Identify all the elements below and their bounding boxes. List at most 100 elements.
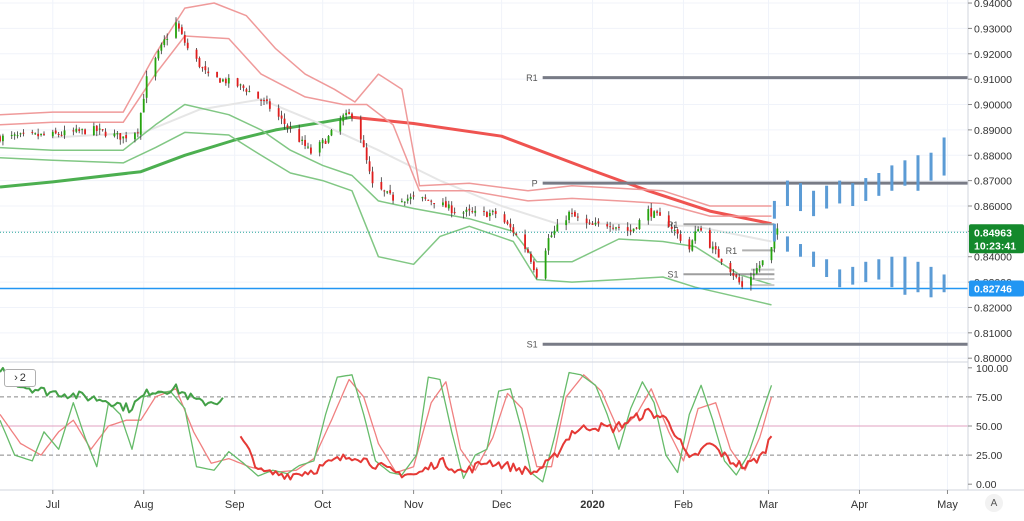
- candle: [43, 131, 45, 136]
- forecast-bar: [772, 200, 776, 219]
- candle-body: [486, 212, 488, 218]
- candle: [659, 207, 661, 216]
- candle: [574, 210, 576, 217]
- candle-body: [691, 240, 694, 251]
- forecast-bar: [772, 223, 776, 242]
- candle: [442, 198, 444, 207]
- price-tick-label: 0.81000: [974, 328, 1012, 340]
- series-upper-band-2: [0, 2, 772, 207]
- candle-body: [307, 146, 309, 148]
- candle-body: [92, 126, 95, 136]
- candle: [139, 112, 142, 140]
- candle: [591, 220, 594, 226]
- candle-body: [444, 201, 447, 208]
- candle-body: [257, 91, 260, 99]
- forecast-bars: [772, 137, 946, 298]
- candle-body: [483, 210, 485, 212]
- candle-body: [368, 161, 371, 172]
- candle-body: [403, 201, 406, 203]
- candle-body: [242, 85, 245, 88]
- candle-body: [400, 201, 403, 203]
- candle-body: [60, 134, 63, 136]
- candle-body: [447, 204, 450, 209]
- candle: [16, 131, 19, 139]
- candle-body: [424, 197, 427, 199]
- candle: [175, 17, 177, 39]
- forecast-bar: [799, 244, 803, 257]
- candle: [92, 122, 95, 136]
- indicator-toggle-button[interactable]: › 2: [4, 369, 36, 387]
- candle: [31, 129, 34, 135]
- forecast-bar: [903, 160, 907, 186]
- auto-scale-button[interactable]: A: [985, 494, 1003, 512]
- candle-body: [301, 139, 304, 141]
- candle: [142, 93, 145, 113]
- series-ma-200: [0, 115, 353, 189]
- candle-body: [283, 118, 286, 125]
- candle: [629, 224, 632, 236]
- candle-body: [708, 230, 711, 248]
- candle: [365, 143, 368, 164]
- candle: [524, 229, 526, 253]
- candle: [304, 135, 306, 150]
- candle-body: [468, 208, 471, 211]
- candle: [122, 136, 125, 144]
- candle-body: [145, 76, 148, 98]
- candle-body: [339, 120, 342, 132]
- candle: [260, 98, 262, 106]
- candle-body: [427, 199, 430, 201]
- price-badge-label: 0.84963: [974, 227, 1012, 239]
- candle-body: [280, 115, 283, 119]
- candle: [615, 226, 617, 231]
- candle-body: [670, 226, 673, 229]
- candle: [236, 77, 239, 88]
- price-tick-label: 0.94000: [974, 0, 1012, 10]
- forecast-bar: [916, 155, 920, 191]
- candle-body: [591, 223, 594, 225]
- candle: [512, 224, 515, 237]
- candle-body: [157, 50, 160, 59]
- candle: [571, 208, 573, 218]
- candle: [450, 201, 453, 218]
- candle-body: [776, 228, 779, 235]
- candle-body: [515, 233, 518, 235]
- candle: [310, 144, 312, 155]
- candle-body: [81, 129, 84, 131]
- candle: [503, 211, 506, 224]
- candle-body: [219, 78, 221, 83]
- candle: [104, 128, 107, 138]
- price-badge-label: 10:23:41: [974, 240, 1016, 252]
- candle: [351, 112, 353, 122]
- candle: [239, 83, 242, 90]
- candle-body: [22, 132, 25, 134]
- candle: [286, 123, 289, 133]
- candle: [735, 273, 738, 279]
- candle-body: [638, 219, 641, 230]
- indicator-count-label: 2: [19, 372, 26, 384]
- candle-body: [735, 274, 738, 277]
- candle: [688, 236, 691, 253]
- time-tick-label: 2020: [580, 499, 604, 511]
- candle-body: [260, 99, 262, 101]
- candle: [72, 127, 75, 136]
- forecast-bar: [812, 251, 816, 267]
- candle: [427, 199, 430, 201]
- candle: [386, 190, 389, 195]
- time-tick-label: Sep: [225, 499, 245, 511]
- candle: [638, 218, 641, 230]
- candle: [667, 211, 670, 228]
- candle-body: [236, 78, 239, 87]
- candle: [717, 246, 720, 258]
- candle: [700, 225, 702, 232]
- candle-body: [471, 211, 474, 213]
- candle: [186, 38, 189, 51]
- candle-body: [160, 44, 163, 51]
- candle: [741, 276, 744, 290]
- time-tick-label: Apr: [851, 499, 868, 511]
- candle: [268, 98, 271, 112]
- candle-body: [365, 147, 368, 161]
- candle-body: [163, 39, 166, 45]
- candle-body: [585, 218, 588, 224]
